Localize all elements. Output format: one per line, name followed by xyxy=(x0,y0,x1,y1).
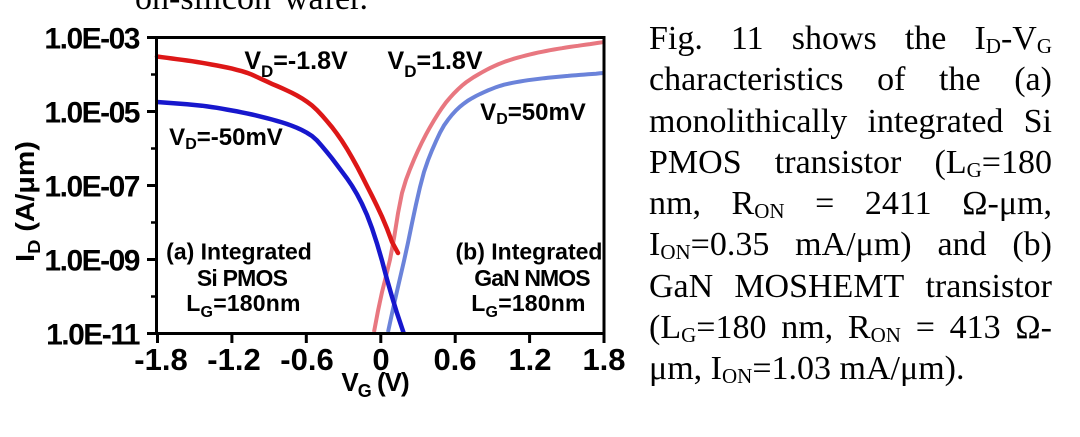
svg-text:0.6: 0.6 xyxy=(433,342,476,377)
svg-text:1.2: 1.2 xyxy=(508,342,551,377)
svg-text:0: 0 xyxy=(372,342,389,377)
svg-text:Si PMOS: Si PMOS xyxy=(197,265,288,291)
svg-text:(b) Integrated: (b) Integrated xyxy=(456,239,603,265)
svg-text:(a) Integrated: (a) Integrated xyxy=(166,239,312,265)
svg-text:1.0E-03: 1.0E-03 xyxy=(44,23,139,56)
svg-text:-1.2: -1.2 xyxy=(207,342,260,377)
svg-text:1.0E-11: 1.0E-11 xyxy=(46,319,140,352)
svg-text:1.0E-05: 1.0E-05 xyxy=(44,97,139,130)
svg-text:VG (V): VG (V) xyxy=(341,367,409,401)
svg-text:-0.6: -0.6 xyxy=(280,342,333,377)
svg-text:ID (A/μm): ID (A/μm) xyxy=(10,141,45,262)
svg-text:VD=-50mV: VD=-50mV xyxy=(169,124,283,153)
svg-text:-1.8: -1.8 xyxy=(134,342,187,377)
svg-text:VD=50mV: VD=50mV xyxy=(480,99,586,128)
svg-text:GaN NMOS: GaN NMOS xyxy=(474,265,590,291)
svg-text:VD=1.8V: VD=1.8V xyxy=(388,47,483,81)
svg-text:LG=180nm: LG=180nm xyxy=(186,290,300,321)
svg-text:1.0E-07: 1.0E-07 xyxy=(44,171,139,204)
svg-text:1.0E-09: 1.0E-09 xyxy=(44,245,139,278)
svg-text:1.8: 1.8 xyxy=(582,342,625,377)
svg-text:LG=180nm: LG=180nm xyxy=(471,290,585,321)
